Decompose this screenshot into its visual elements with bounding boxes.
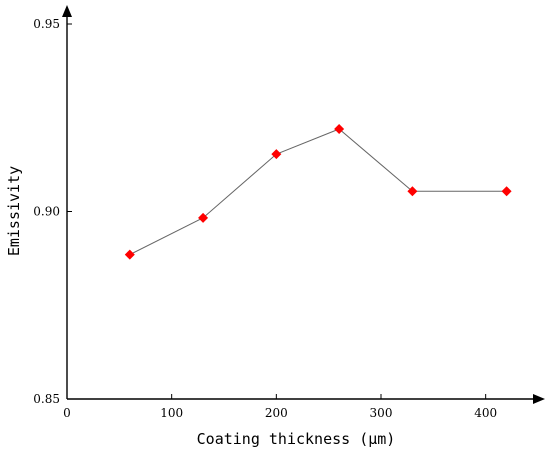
y-axis-arrow: [62, 5, 72, 17]
x-tick-label: 0: [63, 406, 71, 420]
x-tick-label: 100: [160, 406, 183, 420]
x-tick-label: 200: [265, 406, 288, 420]
x-tick-label: 300: [370, 406, 393, 420]
data-point: [407, 186, 418, 197]
axes: 0 100 200 300 400 0.85 0.90 0.95: [33, 5, 545, 420]
data-point: [271, 149, 282, 160]
y-tick-label: 0.95: [33, 17, 60, 31]
y-tick-label: 0.90: [33, 205, 60, 219]
x-axis-label: Coating thickness (μm): [197, 430, 396, 448]
data-point: [124, 249, 135, 260]
y-axis-label: Emissivity: [5, 166, 23, 256]
series-line: [129, 128, 507, 256]
x-axis-arrow: [533, 394, 545, 404]
plot-area: [124, 124, 512, 260]
data-point: [501, 186, 512, 197]
data-point: [198, 212, 209, 223]
y-tick-label: 0.85: [33, 392, 60, 406]
data-point: [334, 124, 345, 134]
x-tick-label: 400: [474, 406, 497, 420]
